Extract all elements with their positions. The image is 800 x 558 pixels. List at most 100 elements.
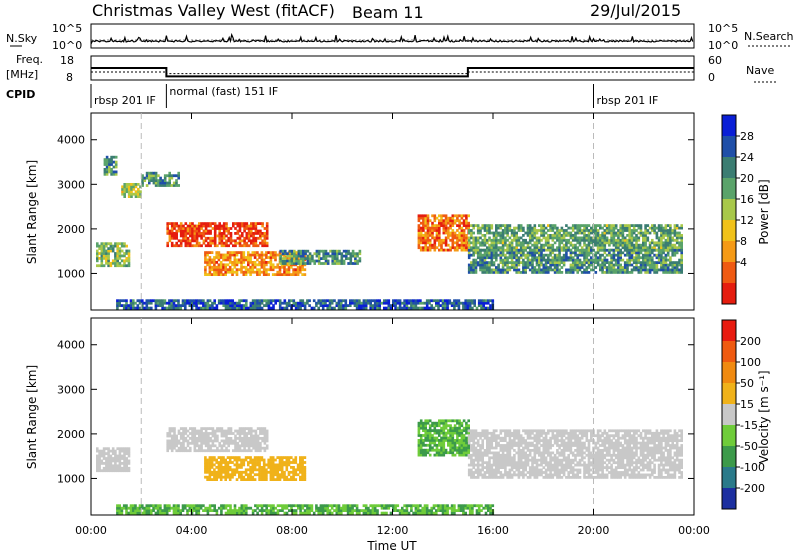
scatter-cell	[445, 449, 448, 452]
scatter-cell	[606, 271, 609, 274]
scatter-cell	[114, 242, 117, 245]
scatter-cell	[295, 456, 298, 459]
scatter-cell	[592, 239, 595, 242]
scatter-cell	[185, 437, 188, 440]
scatter-cell	[200, 427, 203, 430]
scatter-cell	[644, 244, 647, 247]
scatter-cell	[298, 255, 301, 258]
scatter-cell	[599, 264, 602, 267]
scatter-cell	[534, 227, 537, 230]
scatter-cell	[463, 437, 466, 440]
scatter-cell	[180, 447, 183, 450]
scatter-cell	[182, 427, 185, 430]
scatter-cell	[424, 244, 427, 247]
scatter-cell	[205, 227, 208, 230]
scatter-cell	[653, 246, 656, 249]
scatter-cell	[110, 264, 113, 267]
scatter-cell	[116, 304, 119, 307]
scatter-cell	[570, 227, 573, 230]
scatter-cell	[218, 471, 221, 474]
scatter-cell	[276, 263, 279, 266]
scatter-cell	[554, 256, 557, 259]
scatter-cell	[617, 229, 620, 232]
scatter-cell	[238, 304, 241, 307]
scatter-cell	[288, 464, 291, 467]
scatter-cell	[447, 249, 450, 252]
scatter-cell	[500, 269, 503, 272]
scatter-cell	[493, 269, 496, 272]
scatter-cell	[334, 252, 337, 255]
scatter-cell	[101, 262, 104, 265]
scatter-cell	[458, 237, 461, 240]
scatter-cell	[488, 444, 491, 447]
scatter-cell	[558, 261, 561, 264]
scatter-cell	[268, 307, 271, 310]
scatter-cell	[424, 439, 427, 442]
scatter-cell	[527, 244, 530, 247]
scatter-cell	[434, 427, 437, 430]
scatter-cell	[96, 447, 99, 450]
scatter-cell	[608, 244, 611, 247]
scatter-cell	[556, 227, 559, 230]
scatter-cell	[123, 262, 126, 265]
scatter-cell	[103, 469, 106, 472]
scatter-cell	[272, 464, 275, 467]
scatter-cell	[477, 434, 480, 437]
scatter-cell	[110, 250, 113, 253]
scatter-cell	[488, 439, 491, 442]
scatter-cell	[520, 434, 523, 437]
scatter-cell	[624, 227, 627, 230]
scatter-cell	[211, 304, 214, 307]
scatter-cell	[586, 269, 589, 272]
scatter-cell	[583, 244, 586, 247]
scatter-cell	[426, 302, 429, 305]
scatter-cell	[536, 244, 539, 247]
scatter-cell	[418, 239, 421, 242]
scatter-cell	[470, 459, 473, 462]
scatter-cell	[522, 439, 525, 442]
scatter-cell	[531, 227, 534, 230]
scatter-cell	[601, 269, 604, 272]
scatter-cell	[252, 461, 255, 464]
scatter-cell	[200, 302, 203, 305]
scatter-cell	[488, 269, 491, 272]
scatter-cell	[334, 260, 337, 263]
scatter-cell	[470, 449, 473, 452]
scatter-cell	[588, 264, 591, 267]
scatter-cell	[617, 259, 620, 262]
scatter-cell	[500, 237, 503, 240]
scatter-cell	[173, 302, 176, 305]
scatter-cell	[434, 442, 437, 445]
scatter-cell	[194, 232, 197, 235]
scatter-cell	[252, 268, 255, 271]
scatter-cell	[193, 299, 196, 302]
scatter-cell	[458, 449, 461, 452]
scatter-cell	[588, 229, 591, 232]
scatter-cell	[236, 459, 239, 462]
scatter-cell	[624, 264, 627, 267]
scatter-cell	[359, 252, 362, 255]
scatter-cell	[554, 241, 557, 244]
scatter-cell	[115, 171, 118, 174]
scatter-cell	[211, 473, 214, 476]
scatter-cell	[463, 241, 466, 244]
scatter-cell	[538, 266, 541, 269]
scatter-cell	[231, 307, 234, 310]
scatter-cell	[164, 299, 167, 302]
scatter-cell	[128, 255, 131, 258]
scatter-cell	[297, 307, 300, 310]
scatter-cell	[554, 259, 557, 262]
scatter-cell	[418, 422, 421, 425]
scatter-cell	[572, 269, 575, 272]
scatter-cell	[198, 299, 201, 302]
scatter-cell	[610, 239, 613, 242]
scatter-cell	[230, 442, 233, 445]
scatter-cell	[462, 302, 465, 305]
scatter-cell	[270, 459, 273, 462]
scatter-cell	[674, 266, 677, 269]
scatter-cell	[209, 432, 212, 435]
scatter-cell	[107, 255, 110, 258]
scatter-cell	[161, 299, 164, 302]
scatter-cell	[209, 244, 212, 247]
scatter-cell	[502, 437, 505, 440]
